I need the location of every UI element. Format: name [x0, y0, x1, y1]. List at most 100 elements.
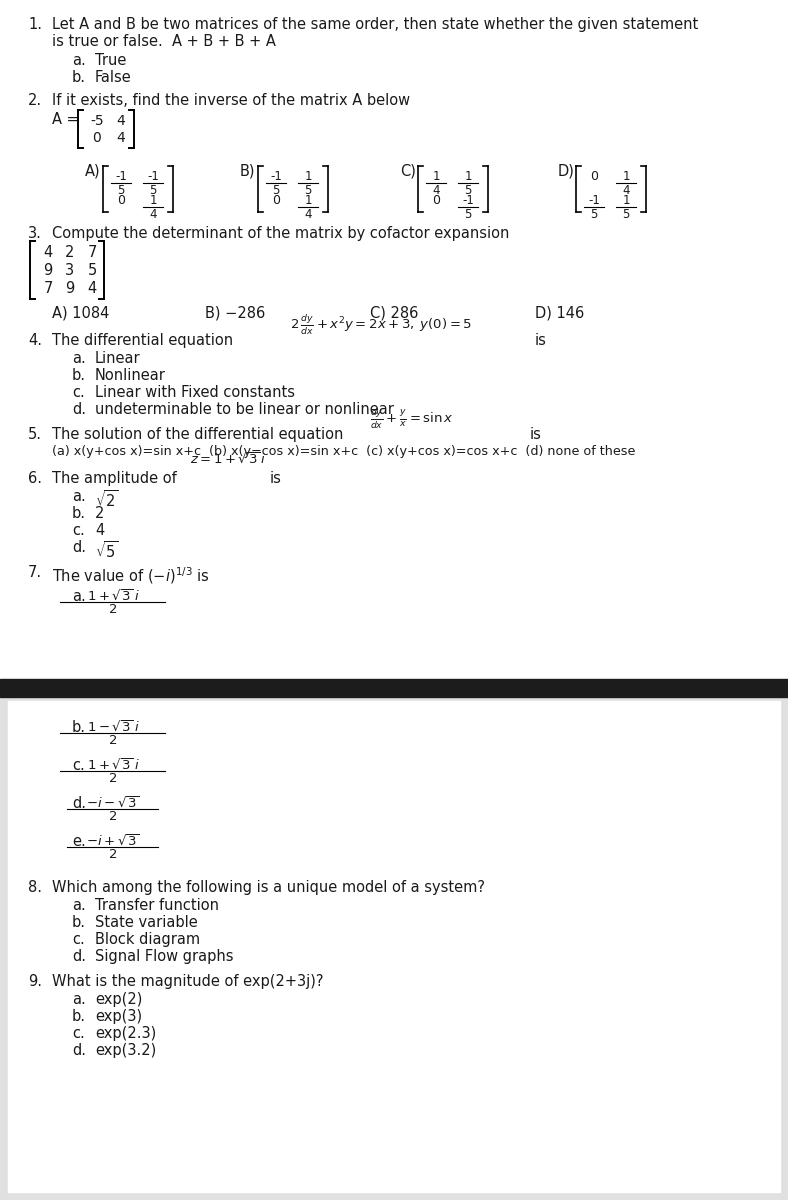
Text: B): B) — [240, 164, 255, 179]
Text: 5: 5 — [117, 184, 125, 197]
Text: 5: 5 — [87, 263, 97, 278]
Text: 8.: 8. — [28, 880, 42, 895]
Text: b.: b. — [72, 914, 86, 930]
Text: $z=1+\sqrt{3}\,i$: $z=1+\sqrt{3}\,i$ — [190, 452, 266, 467]
Text: 3: 3 — [65, 263, 75, 278]
Text: b.: b. — [72, 720, 86, 734]
Bar — [0, 697, 788, 1200]
Text: d.: d. — [72, 1043, 86, 1058]
Text: 4: 4 — [117, 131, 125, 145]
Text: The solution of the differential equation: The solution of the differential equatio… — [52, 427, 344, 442]
Text: d.: d. — [72, 540, 86, 554]
Text: D) 146: D) 146 — [535, 305, 584, 320]
Text: The differential equation: The differential equation — [52, 332, 233, 348]
Text: 4: 4 — [117, 114, 125, 128]
Text: c.: c. — [72, 523, 85, 538]
Text: 7.: 7. — [28, 565, 42, 580]
Text: exp(3): exp(3) — [95, 1009, 142, 1024]
Text: 0: 0 — [272, 194, 280, 206]
Text: 2: 2 — [109, 602, 117, 616]
Text: -1: -1 — [147, 170, 159, 182]
Text: $\sqrt{5}$: $\sqrt{5}$ — [95, 540, 119, 560]
Text: a.: a. — [72, 898, 86, 913]
Text: c.: c. — [72, 758, 85, 773]
Text: $1+\sqrt{3}\,i$: $1+\sqrt{3}\,i$ — [87, 589, 139, 604]
Text: 0: 0 — [590, 170, 598, 182]
Text: State variable: State variable — [95, 914, 198, 930]
Text: Signal Flow graphs: Signal Flow graphs — [95, 949, 233, 964]
Text: Transfer function: Transfer function — [95, 898, 219, 913]
Text: C) 286: C) 286 — [370, 305, 418, 320]
Text: 0: 0 — [93, 131, 102, 145]
Text: b.: b. — [72, 70, 86, 85]
Text: B) −286: B) −286 — [205, 305, 266, 320]
Bar — [0, 0, 788, 679]
Text: True: True — [95, 53, 126, 68]
Text: is: is — [270, 470, 282, 486]
Text: 4: 4 — [43, 245, 53, 260]
Text: 5.: 5. — [28, 427, 42, 442]
Text: c.: c. — [72, 385, 85, 400]
Text: $-i+\sqrt{3}$: $-i+\sqrt{3}$ — [87, 834, 139, 850]
Text: b.: b. — [72, 368, 86, 383]
Text: -1: -1 — [462, 194, 474, 206]
Text: 2: 2 — [95, 506, 104, 521]
Text: Nonlinear: Nonlinear — [95, 368, 166, 383]
Text: 4: 4 — [87, 281, 97, 296]
Text: Let A and B be two matrices of the same order, then state whether the given stat: Let A and B be two matrices of the same … — [52, 17, 698, 32]
Text: 1.: 1. — [28, 17, 42, 32]
Text: 9: 9 — [65, 281, 75, 296]
Text: -1: -1 — [588, 194, 600, 206]
Text: 7: 7 — [43, 281, 53, 296]
Text: 5: 5 — [623, 208, 630, 221]
Text: 5: 5 — [273, 184, 280, 197]
Text: 3.: 3. — [28, 226, 42, 241]
Text: 2: 2 — [109, 810, 117, 823]
Text: 4: 4 — [149, 208, 157, 221]
Text: Which among the following is a unique model of a system?: Which among the following is a unique mo… — [52, 880, 485, 895]
Text: c.: c. — [72, 932, 85, 947]
Text: 1: 1 — [623, 170, 630, 182]
Text: C): C) — [400, 164, 416, 179]
Text: A =: A = — [52, 112, 79, 127]
Text: Linear: Linear — [95, 350, 140, 366]
Text: -5: -5 — [90, 114, 104, 128]
Text: c.: c. — [72, 1026, 85, 1040]
Text: False: False — [95, 70, 132, 85]
Text: 0: 0 — [117, 194, 125, 206]
Text: 5: 5 — [304, 184, 312, 197]
Text: 1: 1 — [304, 194, 312, 206]
Text: a.: a. — [72, 490, 86, 504]
Text: 5: 5 — [464, 208, 472, 221]
Text: What is the magnitude of exp(2+3j)?: What is the magnitude of exp(2+3j)? — [52, 974, 324, 989]
Text: 5: 5 — [590, 208, 597, 221]
Bar — [8, 701, 780, 1192]
Bar — [0, 679, 788, 697]
Text: 1: 1 — [149, 194, 157, 206]
Text: Linear with Fixed constants: Linear with Fixed constants — [95, 385, 295, 400]
Text: 1: 1 — [304, 170, 312, 182]
Text: 0: 0 — [432, 194, 440, 206]
Text: The amplitude of: The amplitude of — [52, 470, 177, 486]
Text: 1: 1 — [433, 170, 440, 182]
Text: $2\,\frac{dy}{dx}+x^2y=2x+3,\;y(0)=5$: $2\,\frac{dy}{dx}+x^2y=2x+3,\;y(0)=5$ — [290, 313, 472, 337]
Text: Compute the determinant of the matrix by cofactor expansion: Compute the determinant of the matrix by… — [52, 226, 509, 241]
Text: a.: a. — [72, 589, 86, 604]
Text: $\sqrt{2}$: $\sqrt{2}$ — [95, 490, 119, 510]
Text: 2: 2 — [109, 848, 117, 862]
Text: $-i-\sqrt{3}$: $-i-\sqrt{3}$ — [87, 796, 139, 811]
Text: a.: a. — [72, 350, 86, 366]
Text: 7: 7 — [87, 245, 97, 260]
Text: 2: 2 — [109, 772, 117, 785]
Text: d.: d. — [72, 796, 86, 811]
Text: e.: e. — [72, 834, 86, 850]
Text: (a) x(y+cos x)=sin x+c  (b) x(y−cos x)=sin x+c  (c) x(y+cos x)=cos x+c  (d) none: (a) x(y+cos x)=sin x+c (b) x(y−cos x)=si… — [52, 445, 635, 458]
Text: exp(2): exp(2) — [95, 992, 143, 1007]
Text: 4: 4 — [433, 184, 440, 197]
Text: d.: d. — [72, 949, 86, 964]
Text: 9: 9 — [43, 263, 53, 278]
Text: b.: b. — [72, 506, 86, 521]
Text: The value of $(-i)^{1/3}$ is: The value of $(-i)^{1/3}$ is — [52, 565, 210, 586]
Text: 4: 4 — [623, 184, 630, 197]
Text: exp(3.2): exp(3.2) — [95, 1043, 156, 1058]
